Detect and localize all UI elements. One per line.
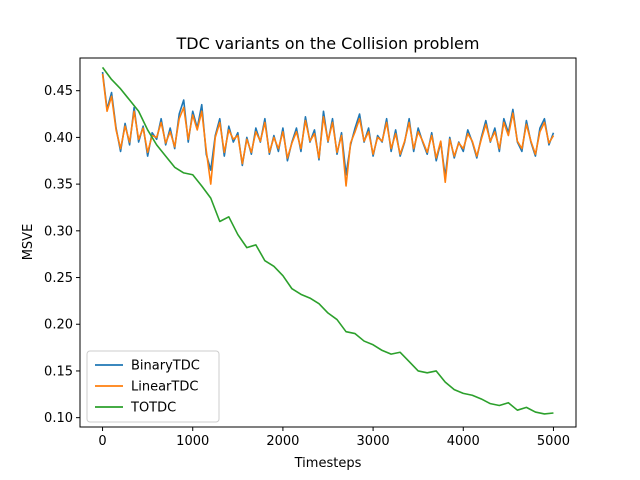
y-tick-label: 0.15	[44, 364, 73, 379]
x-tick-label: 3000	[357, 434, 390, 449]
x-axis-label: Timesteps	[294, 456, 362, 471]
legend-label-binarytdc: BinaryTDC	[131, 359, 200, 374]
y-tick-label: 0.35	[44, 178, 73, 193]
y-tick-label: 0.20	[44, 318, 73, 333]
series-line-totdc	[101, 66, 554, 415]
x-tick-label: 2000	[266, 434, 299, 449]
y-tick-label: 0.30	[44, 224, 73, 239]
y-axis-ticks: 0.10 0.15 0.20 0.25 0.30 0.35 0.40 0.45	[44, 84, 80, 426]
y-axis-label: MSVE	[21, 224, 36, 261]
y-tick-label: 0.40	[44, 131, 73, 146]
legend-label-totdc: TOTDC	[130, 401, 176, 416]
y-tick-label: 0.10	[44, 411, 73, 426]
x-tick-label: 5000	[537, 434, 570, 449]
plot-frame	[79, 57, 577, 428]
y-tick-label: 0.25	[44, 271, 73, 286]
chart-title: TDC variants on the Collision problem	[176, 34, 480, 53]
series-layer	[101, 66, 555, 415]
legend-label-lineartdc: LinearTDC	[131, 380, 198, 395]
x-tick-label: 0	[98, 434, 106, 449]
legend-box	[86, 350, 220, 423]
x-tick-label: 4000	[447, 434, 480, 449]
y-tick-label: 0.45	[44, 84, 73, 99]
legend: BinaryTDC LinearTDC TOTDC	[86, 350, 220, 423]
series-line-lineartdc	[101, 73, 555, 187]
x-axis-ticks: 0 1000 2000 3000 4000 5000	[98, 427, 570, 449]
x-tick-label: 1000	[176, 434, 209, 449]
